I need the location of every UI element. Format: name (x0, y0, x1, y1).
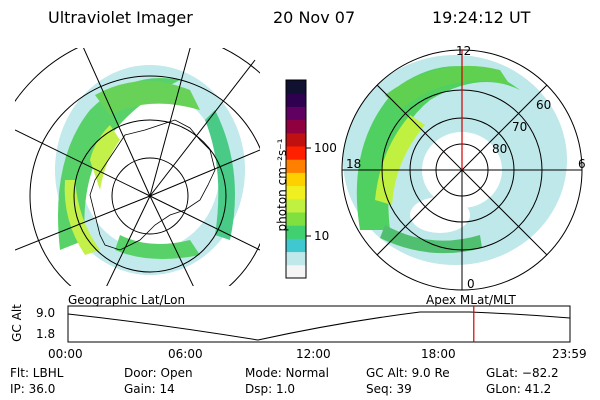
status-ip: IP: 36.0 (10, 382, 56, 396)
timeline-xtick-1: 06:00 (168, 347, 203, 361)
timeline-xtick-4: 23:59 (552, 347, 587, 361)
status-dsp: Dsp: 1.0 (245, 382, 296, 396)
colorbar-swatch (286, 80, 306, 94)
status-door: Door: Open (124, 366, 193, 380)
colorbar-frame (285, 79, 307, 279)
magnetic-map (341, 49, 583, 291)
altitude-timeline (67, 305, 571, 343)
colorbar-swatch (286, 106, 306, 121)
mlt-label-noon: 12 (456, 44, 472, 58)
geographic-map (15, 48, 260, 286)
colorbar-swatch (286, 93, 306, 107)
mlt-label-dawn: 6 (578, 157, 586, 171)
colorbar-tick-10: 10 (314, 229, 330, 243)
colorbar-swatch (286, 146, 306, 160)
status-gain: Gain: 14 (124, 382, 175, 396)
colorbar-swatch (286, 238, 306, 253)
timeline-axis-title: GC Alt (10, 304, 24, 342)
status-gc-alt: GC Alt: 9.0 Re (366, 366, 450, 380)
magnetic-label: Apex MLat/MLT (426, 293, 516, 307)
geographic-label: Geographic Lat/Lon (68, 293, 186, 307)
status-mode: Mode: Normal (245, 366, 329, 380)
colorbar-unit-label: photon cm⁻²s⁻¹ (275, 138, 289, 232)
mlt-label-midnight: 0 (467, 277, 475, 291)
colorbar-swatch (286, 185, 306, 200)
altitude-curve (67, 311, 571, 341)
colorbar-tick-100: 100 (314, 141, 337, 155)
status-glat: GLat: −82.2 (486, 366, 559, 380)
timeline-xtick-2: 12:00 (296, 347, 331, 361)
colorbar-swatch (286, 132, 306, 147)
auroral-emission-left (55, 65, 245, 275)
colorbar-swatch (286, 159, 306, 173)
mlt-label-dusk: 18 (346, 157, 362, 171)
auroral-emission-right (343, 55, 567, 265)
status-filter: Flt: LBHL (10, 366, 64, 380)
observation-date: 20 Nov 07 (273, 8, 356, 27)
mlat-label-80: 80 (492, 142, 508, 156)
colorbar (286, 80, 306, 279)
colorbar-swatch (286, 212, 306, 226)
colorbar-swatch (286, 251, 306, 266)
status-glon: GLon: 41.2 (486, 382, 552, 396)
instrument-title: Ultraviolet Imager (48, 8, 193, 27)
timeline-xtick-0: 00:00 (48, 347, 83, 361)
timeline-xtick-3: 18:00 (421, 347, 456, 361)
colorbar-swatch (286, 225, 306, 239)
timeline-ytick-low: 1.8 (36, 327, 56, 341)
colorbar-swatch (286, 198, 306, 213)
status-seq: Seq: 39 (366, 382, 412, 396)
observation-time: 19:24:12 UT (432, 8, 531, 27)
colorbar-swatch (286, 172, 306, 187)
timeline-ytick-high: 9.0 (36, 306, 56, 320)
colorbar-swatch (286, 119, 306, 134)
mlat-label-70: 70 (512, 120, 528, 134)
mlat-label-60: 60 (536, 98, 552, 112)
colorbar-swatch (286, 264, 306, 279)
